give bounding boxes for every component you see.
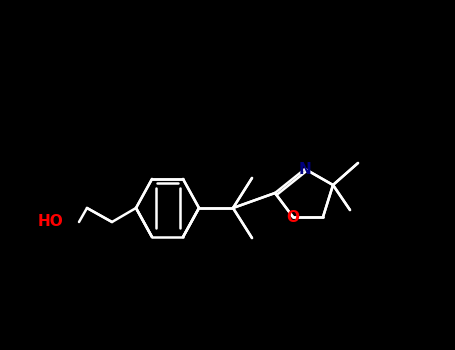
Text: N: N	[298, 161, 311, 176]
Text: O: O	[287, 210, 299, 224]
Text: HO: HO	[37, 215, 63, 230]
